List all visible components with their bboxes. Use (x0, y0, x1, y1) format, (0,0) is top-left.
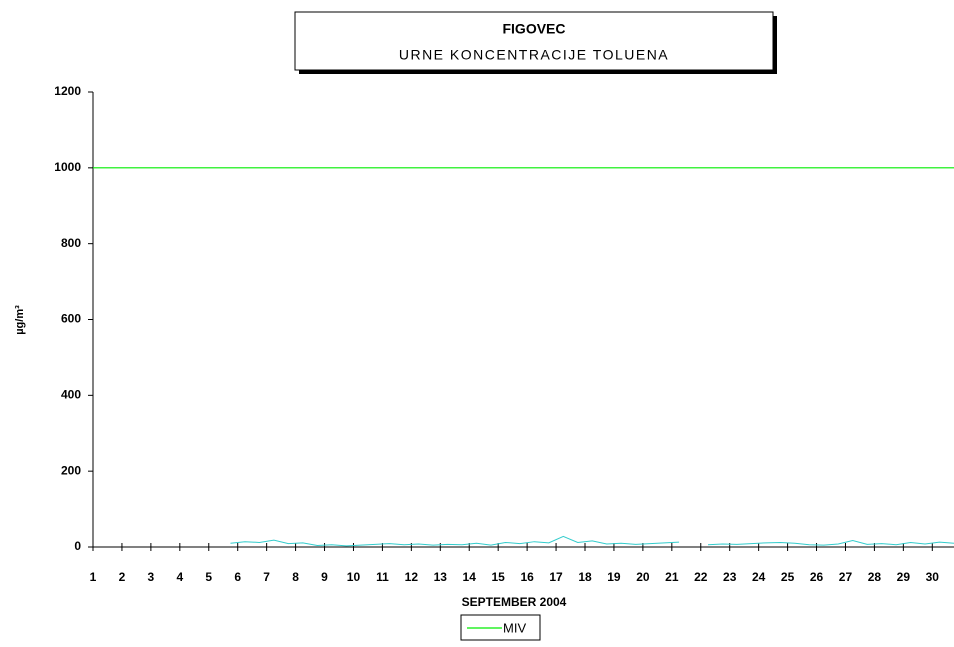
x-tick-label: 30 (926, 570, 940, 584)
y-tick-label: 0 (74, 539, 81, 553)
chart-title: FIGOVEC (502, 21, 565, 37)
x-tick-label: 6 (234, 570, 241, 584)
y-tick-label: 1200 (54, 84, 81, 98)
y-tick-label: 200 (61, 463, 81, 477)
x-tick-label: 22 (694, 570, 708, 584)
x-tick-label: 26 (810, 570, 824, 584)
x-tick-label: 15 (491, 570, 505, 584)
x-tick-label: 12 (405, 570, 419, 584)
x-tick-label: 17 (549, 570, 563, 584)
x-tick-label: 16 (520, 570, 534, 584)
y-axis-label: µg/m³ (14, 305, 26, 335)
y-tick-label: 600 (61, 312, 81, 326)
x-tick-label: 4 (176, 570, 183, 584)
data-line (230, 535, 680, 547)
x-tick-label: 18 (578, 570, 592, 584)
x-tick-label: 1 (90, 570, 97, 584)
x-tick-label: 8 (292, 570, 299, 584)
x-tick-label: 10 (347, 570, 361, 584)
x-tick-label: 19 (607, 570, 621, 584)
chart-subtitle: URNE KONCENTRACIJE TOLUENA (399, 47, 669, 63)
legend-label: MIV (503, 620, 526, 635)
x-tick-label: 25 (781, 570, 795, 584)
x-tick-label: 14 (463, 570, 477, 584)
x-tick-label: 28 (868, 570, 882, 584)
x-tick-label: 29 (897, 570, 911, 584)
x-tick-label: 27 (839, 570, 853, 584)
x-tick-label: 24 (752, 570, 766, 584)
x-tick-label: 20 (636, 570, 650, 584)
x-tick-label: 7 (263, 570, 270, 584)
x-axis-label: SEPTEMBER 2004 (462, 595, 567, 609)
x-tick-label: 21 (665, 570, 679, 584)
y-tick-label: 1000 (54, 160, 81, 174)
x-tick-label: 5 (205, 570, 212, 584)
x-tick-label: 2 (119, 570, 126, 584)
x-tick-label: 3 (148, 570, 155, 584)
x-tick-label: 13 (434, 570, 448, 584)
y-tick-label: 800 (61, 236, 81, 250)
title-box (294, 11, 774, 71)
x-tick-label: 9 (321, 570, 328, 584)
x-tick-label: 23 (723, 570, 737, 584)
data-line (707, 540, 954, 546)
y-tick-label: 400 (61, 388, 81, 402)
x-tick-label: 11 (376, 570, 389, 584)
